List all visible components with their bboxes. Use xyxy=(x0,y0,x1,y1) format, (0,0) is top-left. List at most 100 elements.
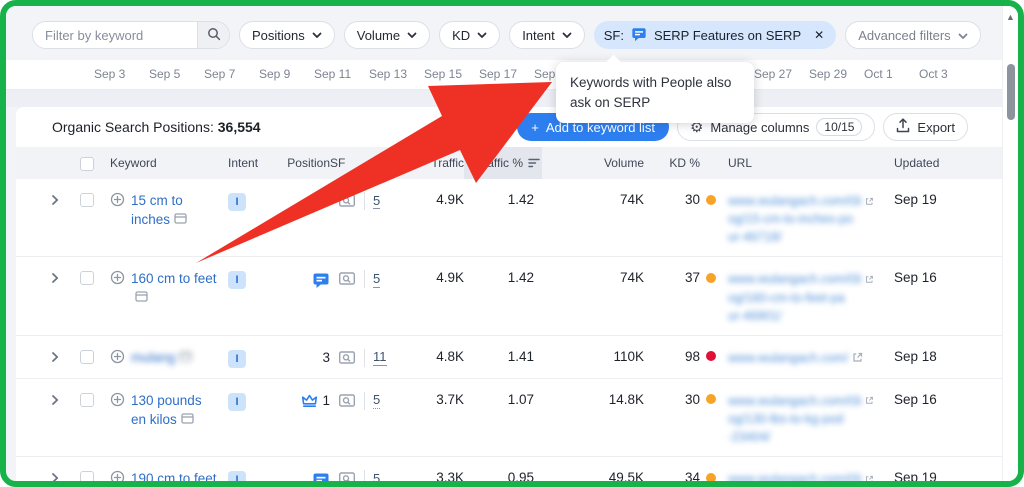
keyword-link[interactable]: 190 cm to feet xyxy=(131,471,217,487)
kd-difficulty-dot xyxy=(706,394,716,405)
sf-filter-tooltip: Keywords with People also ask on SERP xyxy=(556,54,754,124)
filter-dropdown-intent[interactable]: Intent xyxy=(509,21,585,49)
filter-dropdown-positions[interactable]: Positions xyxy=(239,21,335,49)
table-row: 190 cm to feet I 5 3.3K 0.95 49.5K 34 ww… xyxy=(16,457,1008,487)
chevron-down-icon xyxy=(312,32,322,38)
column-header-traffic-[interactable]: Traffic % xyxy=(464,147,542,179)
kd-value: 30 xyxy=(684,192,700,207)
intent-badge: I xyxy=(228,271,246,290)
people-also-ask-icon xyxy=(313,473,329,481)
traffic-pct-value: 1.41 xyxy=(507,348,534,364)
keyword-link[interactable]: 130 pounds en kilos xyxy=(131,392,202,427)
serp-preview-icon xyxy=(339,472,355,481)
traffic-pct-value: 1.42 xyxy=(507,270,534,286)
keyword-filter-input[interactable] xyxy=(33,22,197,48)
manage-columns-button[interactable]: ⚙ Manage columns 10/15 xyxy=(676,113,876,141)
row-checkbox[interactable] xyxy=(80,471,94,481)
people-also-ask-icon xyxy=(313,273,329,289)
kd-difficulty-dot xyxy=(706,472,716,481)
expand-chevron-icon xyxy=(52,394,59,405)
keyword-link[interactable]: mulang xyxy=(131,349,192,368)
volume-value: 14.8K xyxy=(608,391,644,407)
column-header-volume[interactable]: Volume xyxy=(603,156,644,170)
traffic-pct-value: 0.95 xyxy=(507,470,534,486)
sf-count-link[interactable]: 5 xyxy=(373,470,381,486)
add-keyword-icon xyxy=(110,271,125,285)
chart-date-axis: Sep 3 Sep 5 Sep 7 Sep 9 Sep 11 Sep 13 Sep 15 Se… xyxy=(6,60,1018,90)
expand-chevron-icon xyxy=(52,351,59,362)
intent-badge: I xyxy=(228,349,246,368)
url-cell[interactable]: www.wulangach.com/t3i og/15-cm-to-inches-… xyxy=(716,192,874,246)
filter-dropdown-volume[interactable]: Volume xyxy=(343,21,431,49)
traffic-value: 3.7K xyxy=(436,391,464,407)
chevron-down-icon xyxy=(562,32,572,38)
sf-filter-chip[interactable]: SF: SERP Features on SERP ✕ xyxy=(593,21,837,49)
column-header-intent[interactable]: Intent xyxy=(228,156,259,170)
expand-row-button[interactable] xyxy=(50,470,80,481)
column-header-traffic[interactable]: Traffic xyxy=(431,156,464,170)
row-checkbox[interactable] xyxy=(80,349,94,364)
row-checkbox[interactable] xyxy=(80,392,94,407)
serp-snapshot-icon xyxy=(174,213,187,224)
keyword-link[interactable]: 15 cm to inches xyxy=(131,192,219,230)
position-cell: 3 xyxy=(322,349,330,365)
advanced-filters-dropdown[interactable]: Advanced filters xyxy=(845,21,981,49)
export-button[interactable]: Export xyxy=(883,113,968,141)
plus-icon: + xyxy=(531,119,539,135)
row-checkbox[interactable] xyxy=(80,271,94,286)
select-all-checkbox[interactable] xyxy=(80,156,94,171)
column-header-kd-[interactable]: KD % xyxy=(669,156,700,170)
keywords-table: Keyword Intent Position SF Traffic Traffic % V… xyxy=(16,147,1008,487)
date-tick: Sep 11 xyxy=(314,67,352,81)
column-header-position[interactable]: Position xyxy=(287,156,330,170)
url-cell[interactable]: www.wulangach.com/t3i og/160-cm-to-feet-p… xyxy=(716,270,874,324)
table-row: 160 cm to feet I 5 4.9K 1.42 74K 37 www.… xyxy=(16,257,1008,336)
expand-row-button[interactable] xyxy=(50,349,80,363)
gear-icon: ⚙ xyxy=(689,118,704,136)
expand-row-button[interactable] xyxy=(50,270,80,284)
date-tick: Sep 7 xyxy=(204,67,236,81)
position-cell xyxy=(270,270,330,289)
column-header-url[interactable]: URL xyxy=(728,156,753,170)
add-keyword-icon xyxy=(110,349,125,363)
serp-features-cell: 11 xyxy=(330,348,388,367)
add-keyword-icon xyxy=(110,470,125,481)
scrollbar-thumb[interactable] xyxy=(1007,64,1015,120)
add-keyword-icon xyxy=(110,192,125,207)
search-button[interactable] xyxy=(197,22,229,48)
sort-descending-icon xyxy=(528,158,540,168)
remove-sf-filter-button[interactable]: ✕ xyxy=(814,28,825,42)
url-cell[interactable]: www.wulangach.com/t3i og/130-lbs-to-kg-po… xyxy=(716,392,874,446)
section-divider xyxy=(6,90,1018,107)
sf-count-link[interactable]: 11 xyxy=(373,349,387,367)
external-link-icon xyxy=(866,475,874,481)
keyword-link[interactable]: 160 cm to feet xyxy=(131,270,219,308)
volume-value: 110K xyxy=(613,348,644,364)
sf-count-link[interactable]: 5 xyxy=(373,392,381,410)
search-icon xyxy=(207,27,221,44)
row-checkbox[interactable] xyxy=(80,193,94,207)
scrollbar-up-arrow[interactable]: ▲ xyxy=(1006,12,1015,22)
column-header-updated[interactable]: Updated xyxy=(894,156,940,170)
column-header-keyword[interactable]: Keyword xyxy=(110,156,157,170)
serp-features-cell: 5 xyxy=(330,192,388,210)
export-icon xyxy=(896,118,910,136)
column-header-sf[interactable]: SF xyxy=(330,156,346,170)
traffic-value: 4.9K xyxy=(436,192,464,207)
expand-row-button[interactable] xyxy=(50,192,80,206)
sf-count-link[interactable]: 5 xyxy=(373,192,381,210)
kd-value: 98 xyxy=(684,348,700,364)
kd-difficulty-dot xyxy=(706,272,716,283)
kd-difficulty-dot xyxy=(706,351,716,362)
chevron-down-icon xyxy=(477,32,487,38)
vertical-scrollbar[interactable]: ▲ xyxy=(1002,6,1018,481)
filter-dropdown-kd[interactable]: KD xyxy=(439,21,501,49)
url-cell[interactable]: www.wulangach.com/ xyxy=(716,349,874,367)
date-tick: Sep 27 xyxy=(754,67,793,81)
results-count: 36,554 xyxy=(217,119,261,135)
crown-icon xyxy=(302,394,318,407)
expand-row-button[interactable] xyxy=(50,392,80,406)
intent-badge: I xyxy=(228,392,246,411)
url-cell[interactable]: www.wulangach.com/t3iog/190-cm-to-feet-p… xyxy=(716,470,874,481)
sf-count-link[interactable]: 5 xyxy=(373,271,381,288)
